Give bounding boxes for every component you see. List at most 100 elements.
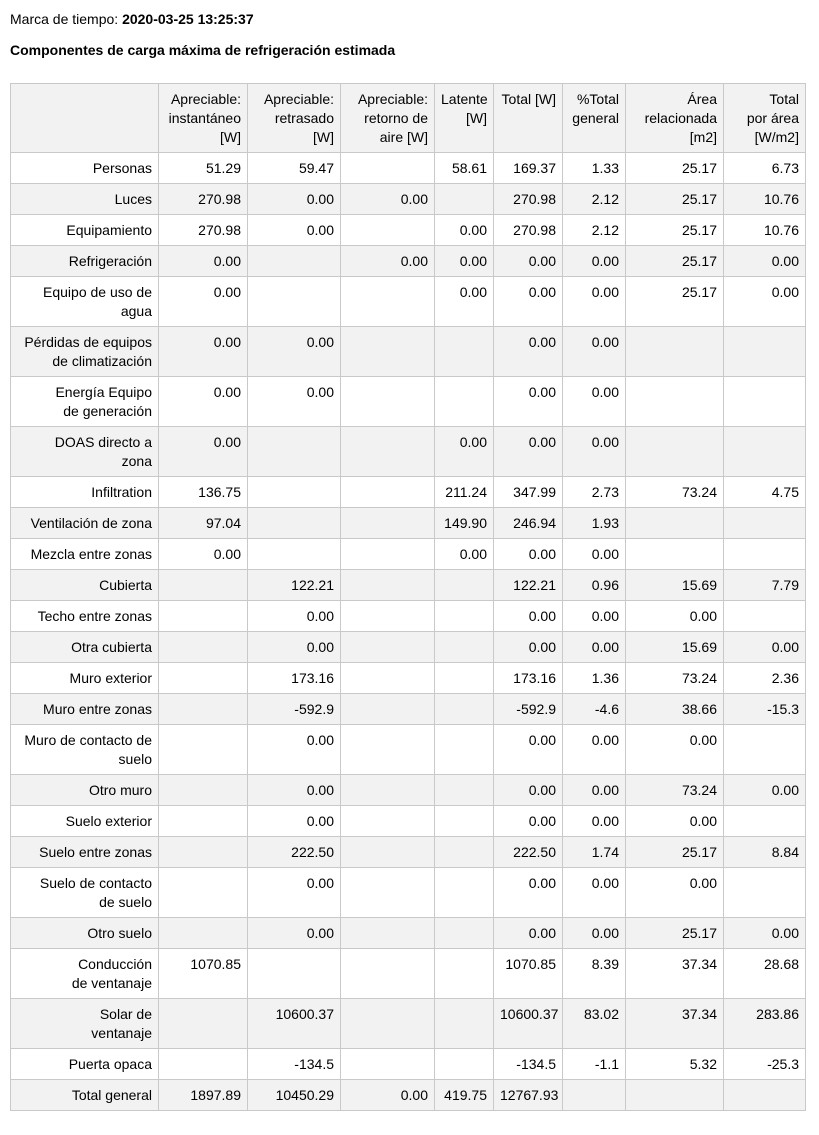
value-cell: 0.00 [723,774,806,806]
value-cell: 0.00 [340,1079,435,1111]
value-cell: 0.00 [340,245,435,277]
value-cell: 12767.93 [493,1079,563,1111]
value-cell: 0.00 [493,774,563,806]
table-header-row: Apreciable: instantáneo [W] Apreciable: r… [10,83,806,153]
value-cell: 0.00 [625,805,724,837]
row-label: Refrigeración [10,245,159,277]
column-header: Apreciable: instantáneo [W] [158,83,248,153]
value-cell [723,376,806,427]
value-cell: 0.00 [562,724,626,775]
value-cell [158,805,248,837]
value-cell: 0.00 [493,426,563,477]
value-cell [158,693,248,725]
value-cell [340,569,435,601]
table-row: Techo entre zonas 0.00 0.00 0.00 0.00 [10,600,806,632]
value-cell [158,724,248,775]
value-cell [340,724,435,775]
row-label: Luces [10,183,159,215]
value-cell: -592.9 [493,693,563,725]
value-cell [625,507,724,539]
value-cell: 58.61 [434,152,494,184]
value-cell [434,774,494,806]
value-cell: 1.36 [562,662,626,694]
value-cell [340,326,435,377]
table-row: Muro entre zonas -592.9 -592.9 -4.6 38.66 -15… [10,693,806,725]
value-cell: 1070.85 [158,948,248,999]
value-cell: 0.00 [247,376,341,427]
value-cell: 10.76 [723,183,806,215]
value-cell: 10.76 [723,214,806,246]
value-cell [340,693,435,725]
value-cell: 25.17 [625,214,724,246]
table-row: Equipamiento 270.98 0.00 0.00 270.98 2.12 25.1… [10,214,806,246]
value-cell [434,948,494,999]
value-cell: 0.00 [562,774,626,806]
value-cell: 0.00 [493,631,563,663]
value-cell [723,867,806,918]
row-label-column-header [10,83,159,153]
value-cell [340,476,435,508]
row-label: Muro de contacto de suelo [10,724,159,775]
table-row: Otro suelo 0.00 0.00 0.00 25.17 0.00 [10,917,806,949]
value-cell: 246.94 [493,507,563,539]
value-cell: 0.00 [434,426,494,477]
value-cell: 173.16 [247,662,341,694]
value-cell [340,507,435,539]
value-cell: 0.00 [247,631,341,663]
row-label: Conducción de ventanaje [10,948,159,999]
table-row: Suelo de contacto de suelo 0.00 0.00 0.00 0.… [10,867,806,918]
value-cell: 0.00 [723,245,806,277]
value-cell: 2.12 [562,214,626,246]
value-cell [158,836,248,868]
value-cell [158,662,248,694]
value-cell [434,998,494,1049]
value-cell: 270.98 [158,214,248,246]
table-row: DOAS directo a zona 0.00 0.00 0.00 0.00 [10,426,806,477]
value-cell: 270.98 [158,183,248,215]
value-cell: -25.3 [723,1048,806,1080]
value-cell: 173.16 [493,662,563,694]
value-cell [625,426,724,477]
value-cell [340,600,435,632]
table-row: Equipo de uso de agua 0.00 0.00 0.00 0.00 25.… [10,276,806,327]
value-cell [434,600,494,632]
value-cell: 0.00 [493,600,563,632]
value-cell: 5.32 [625,1048,724,1080]
row-label: Muro exterior [10,662,159,694]
value-cell: 0.00 [562,376,626,427]
value-cell: 419.75 [434,1079,494,1111]
value-cell [340,917,435,949]
value-cell: 0.00 [493,724,563,775]
cooling-load-components-table: Apreciable: instantáneo [W] Apreciable: r… [10,83,806,1111]
timestamp-line: Marca de tiempo: 2020-03-25 13:25:37 [10,11,806,28]
value-cell [247,276,341,327]
value-cell: 0.00 [562,867,626,918]
table-row: Ventilación de zona 97.04 149.90 246.94 1.93 [10,507,806,539]
value-cell [723,1079,806,1111]
column-header: Apreciable: retrasado [W] [247,83,341,153]
table-row: Pérdidas de equipos de climatización 0.00… [10,326,806,377]
value-cell [434,836,494,868]
value-cell: 25.17 [625,245,724,277]
value-cell: 0.00 [434,245,494,277]
row-label: Infiltration [10,476,159,508]
value-cell [434,1048,494,1080]
value-cell: 211.24 [434,476,494,508]
value-cell: 10450.29 [247,1079,341,1111]
value-cell [434,867,494,918]
value-cell [340,948,435,999]
value-cell [340,426,435,477]
value-cell: 0.00 [723,276,806,327]
value-cell: 97.04 [158,507,248,539]
row-label: Suelo exterior [10,805,159,837]
row-label: Otro muro [10,774,159,806]
table-row: Personas 51.29 59.47 58.61 169.37 1.33 25.17 6.… [10,152,806,184]
value-cell [158,631,248,663]
value-cell: 122.21 [247,569,341,601]
value-cell: 0.00 [562,426,626,477]
value-cell [247,426,341,477]
table-row: Refrigeración 0.00 0.00 0.00 0.00 0.00 25.17 0.… [10,245,806,277]
value-cell [247,245,341,277]
value-cell [340,662,435,694]
value-cell [340,214,435,246]
